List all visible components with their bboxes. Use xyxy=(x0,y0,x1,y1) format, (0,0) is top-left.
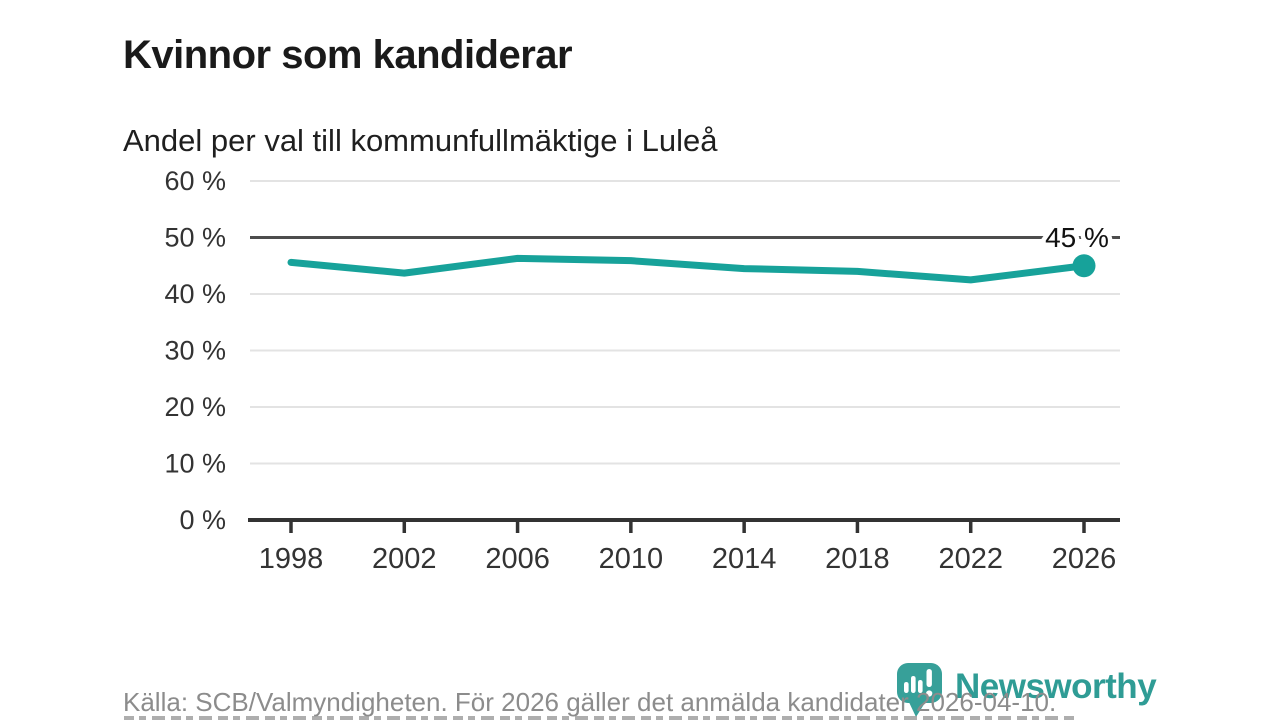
x-axis-tick-label: 2026 xyxy=(1052,543,1117,575)
y-axis-tick-label: 0 % xyxy=(179,505,226,535)
x-axis-tick-label: 1998 xyxy=(259,543,324,575)
y-axis-tick-label: 50 % xyxy=(164,223,226,253)
clipped-text-line xyxy=(124,716,1076,720)
y-axis-tick-label: 30 % xyxy=(164,336,226,366)
y-axis-tick-label: 20 % xyxy=(164,392,226,422)
x-axis-tick-label: 2010 xyxy=(599,543,664,575)
x-axis-tick-label: 2002 xyxy=(372,543,437,575)
x-axis-tick-label: 2006 xyxy=(485,543,550,575)
end-point-value-label: 45 % xyxy=(1045,222,1109,253)
chart-subtitle: Andel per val till kommunfullmäktige i L… xyxy=(123,122,718,158)
end-point-marker xyxy=(1072,254,1096,278)
newsworthy-logo: Newsworthy xyxy=(896,663,1157,718)
line-chart: 0 % 10 % 20 % 30 % 40 % 50 % 60 % 1998 2002 2006 2… xyxy=(164,166,1120,575)
data-line xyxy=(287,254,1088,284)
y-axis-tick-label: 60 % xyxy=(164,166,226,196)
newsworthy-wordmark: Newsworthy xyxy=(955,667,1157,706)
x-axis-tick-label: 2018 xyxy=(825,543,890,575)
chart-title: Kvinnor som kandiderar xyxy=(123,32,573,77)
x-axis-tick-label: 2014 xyxy=(712,543,777,575)
y-axis-tick-label: 40 % xyxy=(164,279,226,309)
newsworthy-pin-icon xyxy=(897,663,942,717)
source-note: Källa: SCB/Valmyndigheten. För 2026 gäll… xyxy=(123,687,1057,717)
x-axis-tick-label: 2022 xyxy=(938,543,1003,575)
y-axis-tick-label: 10 % xyxy=(164,449,226,479)
